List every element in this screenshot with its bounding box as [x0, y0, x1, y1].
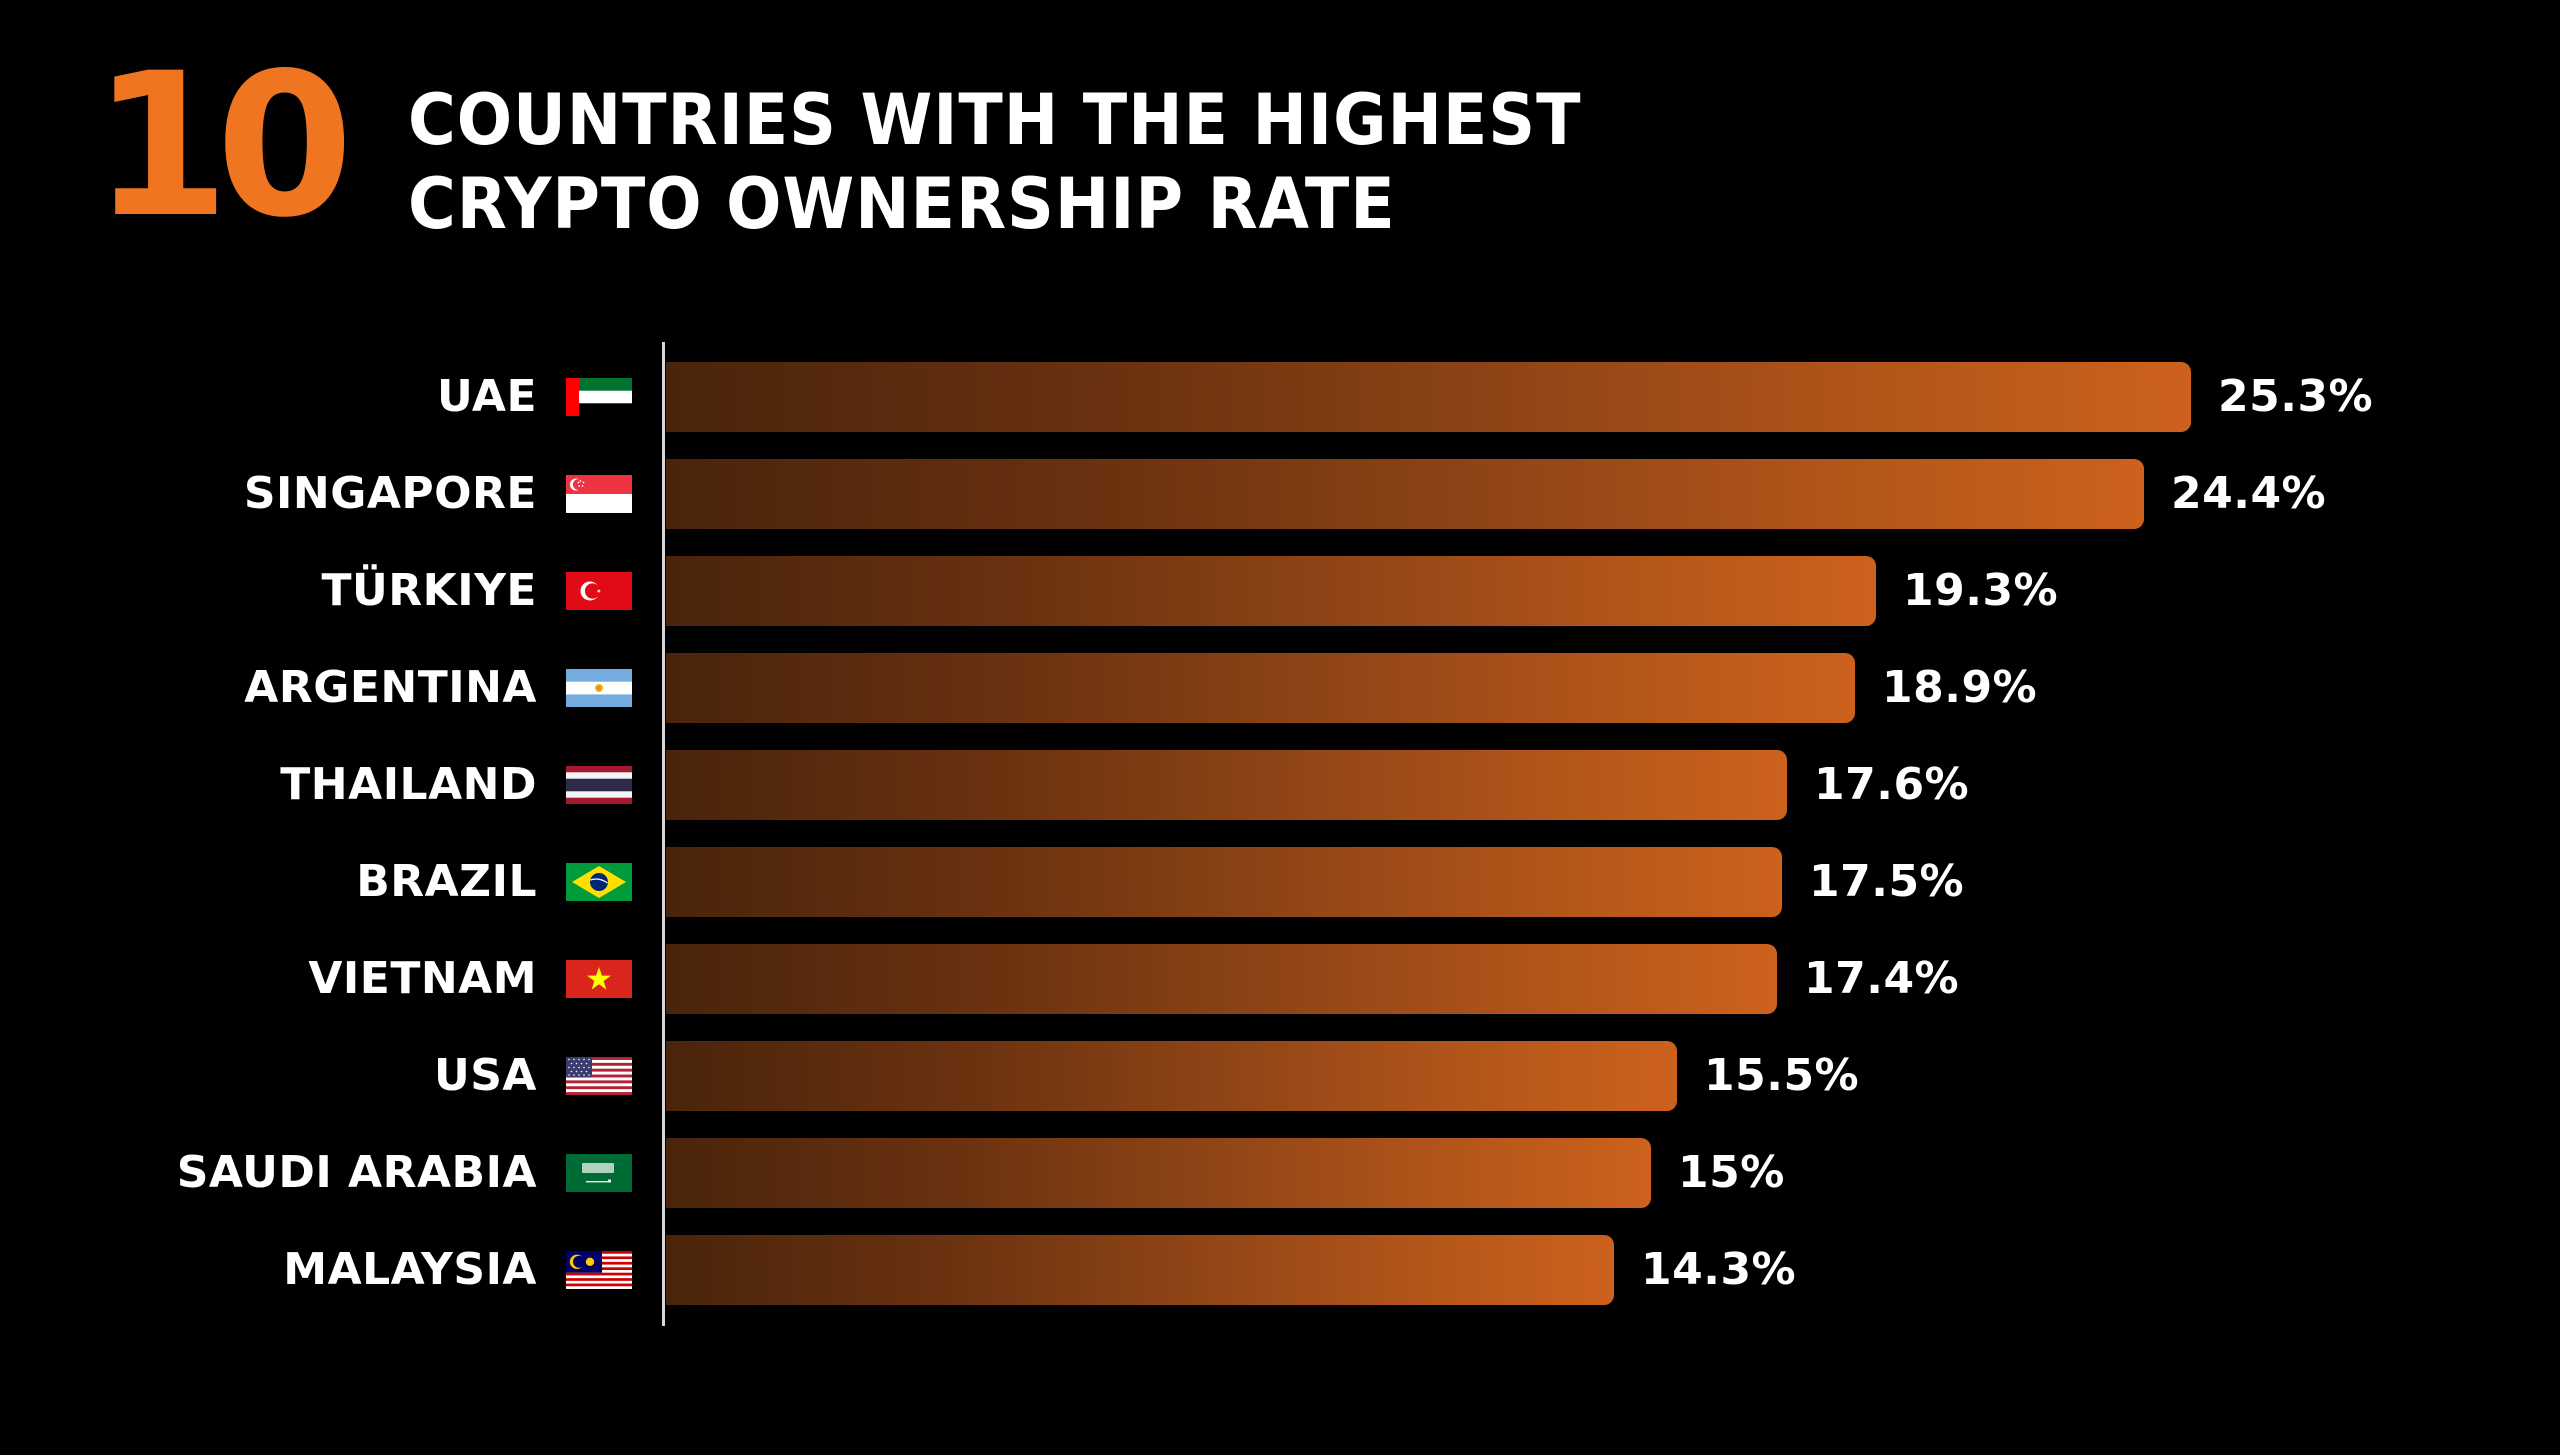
bar — [666, 1138, 1651, 1208]
bar-row: TÜRKIYE 19.3% — [0, 556, 2560, 626]
bar — [666, 459, 2144, 529]
bar — [666, 556, 1876, 626]
value-label: 15.5% — [1704, 1050, 1860, 1101]
bar — [666, 1041, 1677, 1111]
value-label: 18.9% — [1882, 662, 2038, 713]
thailand-flag-icon — [566, 766, 632, 804]
country-label: MALAYSIA — [283, 1244, 537, 1295]
bar — [666, 847, 1782, 917]
bar-row: SAUDI ARABIA 15% — [0, 1138, 2560, 1208]
bar-row: VIETNAM 17.4% — [0, 944, 2560, 1014]
value-label: 15% — [1678, 1147, 1785, 1198]
bar-row: THAILAND 17.6% — [0, 750, 2560, 820]
bar-row: MALAYSIA 14.3% — [0, 1235, 2560, 1305]
bar — [666, 944, 1777, 1014]
value-label: 17.6% — [1814, 759, 1970, 810]
country-label: USA — [434, 1050, 537, 1101]
vietnam-flag-icon — [566, 960, 632, 998]
usa-flag-icon — [566, 1057, 632, 1095]
bar — [666, 750, 1787, 820]
country-label: VIETNAM — [308, 953, 537, 1004]
value-label: 19.3% — [1903, 565, 2059, 616]
country-label: TÜRKIYE — [321, 565, 537, 616]
bar — [666, 362, 2191, 432]
bar — [666, 1235, 1614, 1305]
bar-row: UAE 25.3% — [0, 362, 2560, 432]
bar-row: USA 15.5% — [0, 1041, 2560, 1111]
chart-title: COUNTRIES WITH THE HIGHEST CRYPTO OWNERS… — [408, 78, 1581, 246]
singapore-flag-icon — [566, 475, 632, 513]
value-label: 17.5% — [1809, 856, 1965, 907]
bar-row: ARGENTINA 18.9% — [0, 653, 2560, 723]
malaysia-flag-icon — [566, 1251, 632, 1289]
value-label: 17.4% — [1804, 953, 1960, 1004]
top-ten-number: 10 — [92, 30, 354, 261]
y-axis-line — [662, 342, 665, 1326]
country-label: ARGENTINA — [244, 662, 537, 713]
country-label: UAE — [437, 371, 537, 422]
bar-row: SINGAPORE 24.4% — [0, 459, 2560, 529]
value-label: 25.3% — [2218, 371, 2374, 422]
uae-flag-icon — [566, 378, 632, 416]
country-label: THAILAND — [280, 759, 537, 810]
value-label: 14.3% — [1641, 1244, 1797, 1295]
bar — [666, 653, 1855, 723]
turkiye-flag-icon — [566, 572, 632, 610]
chart-title-line-1: COUNTRIES WITH THE HIGHEST — [408, 79, 1582, 161]
country-label: BRAZIL — [356, 856, 537, 907]
country-label: SINGAPORE — [243, 468, 537, 519]
chart-title-line-2: CRYPTO OWNERSHIP RATE — [408, 163, 1396, 245]
brazil-flag-icon — [566, 863, 632, 901]
value-label: 24.4% — [2171, 468, 2327, 519]
country-label: SAUDI ARABIA — [176, 1147, 537, 1198]
bar-row: BRAZIL 17.5% — [0, 847, 2560, 917]
argentina-flag-icon — [566, 669, 632, 707]
saudi-arabia-flag-icon — [566, 1154, 632, 1192]
